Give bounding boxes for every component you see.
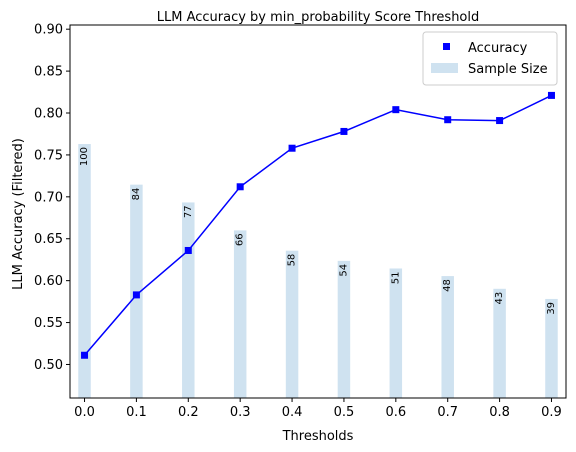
accuracy-point [496,117,504,125]
accuracy-point [288,144,296,152]
accuracy-point [444,116,452,124]
x-tick-label: 0.2 [178,405,199,420]
x-axis: 0.0 0.1 0.2 0.3 0.4 0.5 0.6 0.7 0.8 0.9 [74,398,562,420]
chart-title: LLM Accuracy by min_probability Score Th… [157,10,480,25]
x-tick-label: 0.5 [334,405,355,420]
x-tick-label: 0.3 [230,405,251,420]
accuracy-point [184,246,192,254]
sample-size-bar-label: 58 [287,254,298,267]
sample-size-bar [182,202,195,398]
sample-size-bar-label: 48 [442,279,453,292]
sample-size-bar-label: 39 [546,302,557,315]
accuracy-line [83,94,552,356]
sample-size-bar [130,184,143,398]
y-tick-label: 0.90 [34,23,63,38]
legend-swatch-sample-size [431,63,458,73]
accuracy-point [547,91,555,99]
sample-size-bar-label: 54 [338,264,349,277]
y-tick-label: 0.50 [34,358,63,373]
sample-size-bar-label: 84 [131,188,142,201]
legend: Accuracy Sample Size [422,31,558,86]
x-tick-label: 0.4 [282,405,303,420]
sample-size-bar [78,144,91,398]
y-tick-label: 0.75 [34,148,63,163]
x-tick-label: 0.0 [74,405,95,420]
legend-marker-accuracy [443,43,450,50]
sample-size-bar-label: 100 [79,147,90,166]
sample-size-bar [389,268,403,398]
bar-labels-layer: 100 84 77 66 58 54 51 48 43 39 [79,147,557,315]
legend-frame [422,31,558,86]
sample-size-bar [545,298,558,398]
x-axis-title: Thresholds [282,429,354,444]
sample-size-bar-label: 51 [390,271,401,284]
x-tick-label: 0.8 [489,405,510,420]
y-axis-title: LLM Accuracy (Filtered) [11,138,26,290]
legend-label-sample-size: Sample Size [468,62,548,77]
accuracy-point [132,291,140,299]
x-tick-label: 0.1 [126,405,147,420]
sample-size-bar [285,250,299,398]
sample-size-bar [441,276,454,398]
sample-size-bar-label: 66 [235,233,246,246]
y-tick-label: 0.55 [34,316,63,331]
accuracy-point [81,351,89,359]
x-tick-label: 0.6 [385,405,406,420]
y-tick-label: 0.70 [34,190,63,205]
sample-size-bar [233,230,247,398]
sample-size-bar-label: 43 [494,292,505,305]
y-axis: 0.50 0.55 0.60 0.65 0.70 0.75 0.80 0.85 0.90 [34,23,70,373]
y-tick-label: 0.65 [34,232,63,247]
plot-frame [69,24,567,399]
accuracy-line-layer [81,91,555,359]
accuracy-point [236,183,244,191]
accuracy-point [340,127,348,135]
sample-size-bar [493,288,506,398]
accuracy-point [392,106,400,114]
legend-label-accuracy: Accuracy [468,41,528,56]
x-tick-label: 0.9 [541,405,562,420]
sample-size-bar [337,260,351,398]
y-tick-label: 0.85 [34,65,63,80]
sample-size-bar-label: 77 [183,205,194,218]
bars-layer [78,144,558,398]
x-tick-label: 0.7 [437,405,458,420]
y-tick-label: 0.80 [34,107,63,122]
y-tick-label: 0.60 [34,274,63,289]
